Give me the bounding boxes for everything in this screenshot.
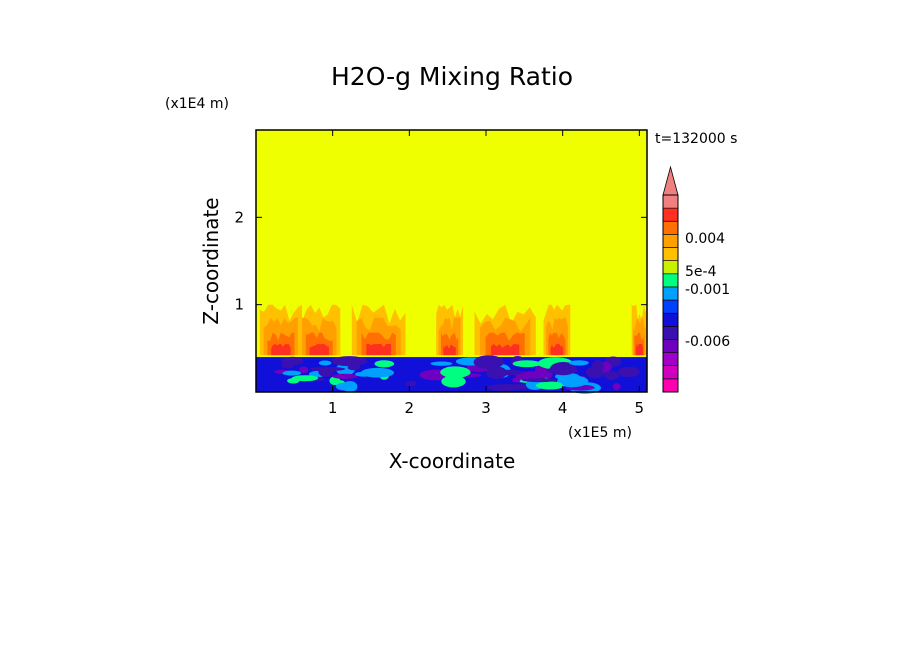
surface-blob bbox=[298, 366, 309, 374]
surface-blob bbox=[282, 370, 302, 376]
colorbar-segment bbox=[662, 286, 679, 301]
surface-blob bbox=[535, 381, 565, 390]
surface-blob bbox=[490, 369, 524, 376]
x-tick-label: 5 bbox=[635, 399, 645, 417]
x-tick-label: 3 bbox=[481, 399, 491, 417]
colorbar-segment bbox=[662, 325, 679, 340]
plume-5-level-3 bbox=[550, 344, 564, 356]
x-tick-label: 2 bbox=[405, 399, 415, 417]
colorbar-segment bbox=[662, 260, 679, 275]
surface-blob bbox=[612, 383, 621, 391]
surface-blob bbox=[441, 375, 466, 388]
surface-blob bbox=[618, 366, 640, 378]
surface-blob bbox=[332, 373, 358, 379]
plume-2-level-3 bbox=[366, 344, 392, 356]
colorbar-segment bbox=[662, 299, 679, 314]
surface-blob bbox=[512, 360, 541, 368]
surface-blob bbox=[335, 382, 354, 391]
x-tick-label: 4 bbox=[558, 399, 568, 417]
surface-blob bbox=[521, 378, 558, 383]
colorbar-segment bbox=[662, 247, 679, 261]
colorbar-tick-label: -0.001 bbox=[685, 282, 730, 298]
colorbar-extend-arrow bbox=[662, 165, 679, 196]
surface-blob bbox=[546, 367, 563, 374]
colorbar-segment bbox=[662, 312, 679, 327]
x-axis-title: X-coordinate bbox=[389, 449, 516, 473]
chart-title: H2O-g Mixing Ratio bbox=[331, 62, 573, 91]
plume-6-level-3 bbox=[635, 344, 643, 356]
plot-area bbox=[255, 129, 648, 394]
colorbar-segment bbox=[662, 273, 679, 288]
colorbar-tick-label: 0.004 bbox=[685, 231, 725, 247]
colorbar-segment bbox=[662, 221, 679, 235]
plume-contours bbox=[259, 304, 647, 356]
colorbar-segment bbox=[662, 207, 679, 222]
surface-layer-contours bbox=[256, 355, 647, 394]
colorbar: 0.004 5e-4 -0.001 -0.006 bbox=[662, 165, 730, 393]
surface-blob bbox=[347, 364, 361, 371]
surface-blob bbox=[318, 360, 332, 366]
surface-blob bbox=[318, 366, 334, 377]
surface-blob bbox=[360, 367, 395, 378]
plot-frame bbox=[255, 129, 648, 393]
colorbar-tick-label: 5e-4 bbox=[685, 264, 717, 280]
surface-blob bbox=[281, 361, 294, 369]
x-axis-ticks: 1 2 3 4 5 bbox=[328, 130, 644, 417]
surface-blob bbox=[331, 356, 367, 367]
plume-1-level-3 bbox=[309, 344, 329, 356]
surface-blob bbox=[287, 378, 300, 384]
colorbar-frame bbox=[662, 194, 679, 393]
surface-blob bbox=[591, 360, 604, 374]
colorbar-segment bbox=[662, 365, 679, 380]
surface-blob bbox=[569, 360, 589, 366]
surface-blob bbox=[487, 384, 523, 391]
surface-blob bbox=[604, 371, 620, 380]
colorbar-segment bbox=[662, 234, 679, 248]
plume-0-level-3 bbox=[271, 344, 291, 356]
surface-blob bbox=[440, 366, 471, 379]
colorbar-segment bbox=[662, 339, 679, 353]
y-unit-label: (x1E4 m) bbox=[165, 96, 229, 112]
surface-blob bbox=[430, 361, 453, 366]
surface-blob bbox=[561, 378, 583, 388]
time-label: t=132000 s bbox=[655, 131, 737, 147]
colorbar-segment bbox=[662, 378, 679, 393]
colorbar-tick-label: -0.006 bbox=[685, 334, 730, 350]
y-axis-ticks: 12 bbox=[234, 208, 647, 314]
surface-blob bbox=[473, 355, 504, 370]
x-tick-label: 1 bbox=[328, 399, 338, 417]
y-tick-label: 1 bbox=[234, 296, 244, 314]
y-axis-title: Z-coordinate bbox=[199, 197, 223, 324]
surface-blob bbox=[374, 360, 395, 368]
plume-3-level-3 bbox=[443, 344, 456, 356]
surface-blob bbox=[405, 381, 417, 387]
colorbar-segment bbox=[662, 352, 679, 367]
colorbar-segment bbox=[662, 194, 679, 209]
x-unit-label: (x1E5 m) bbox=[568, 425, 632, 441]
y-tick-label: 2 bbox=[234, 208, 244, 226]
plume-4-level-3 bbox=[491, 344, 520, 356]
